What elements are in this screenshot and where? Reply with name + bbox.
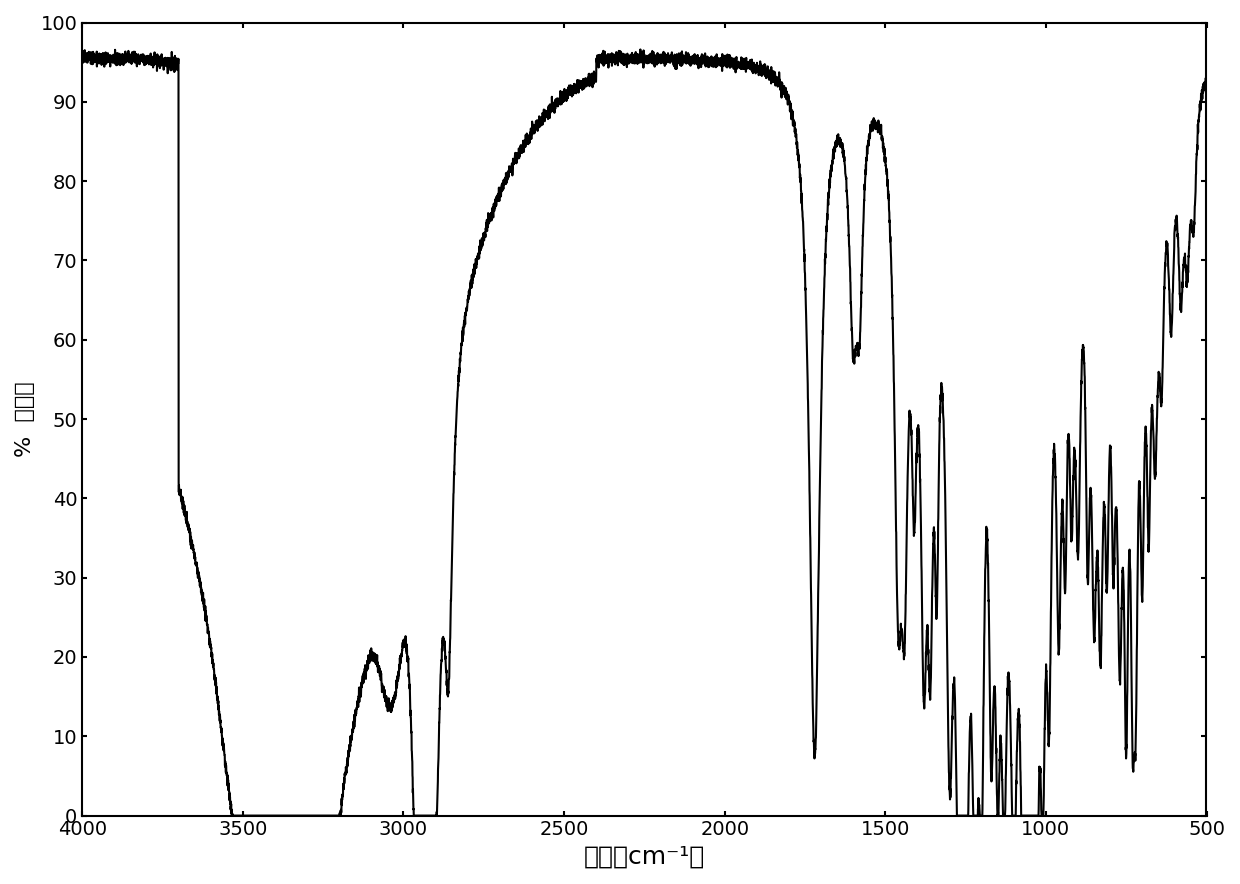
X-axis label: 波长（cm⁻¹）: 波长（cm⁻¹） [584, 845, 706, 869]
Y-axis label: %  吸光度: % 吸光度 [15, 381, 35, 457]
